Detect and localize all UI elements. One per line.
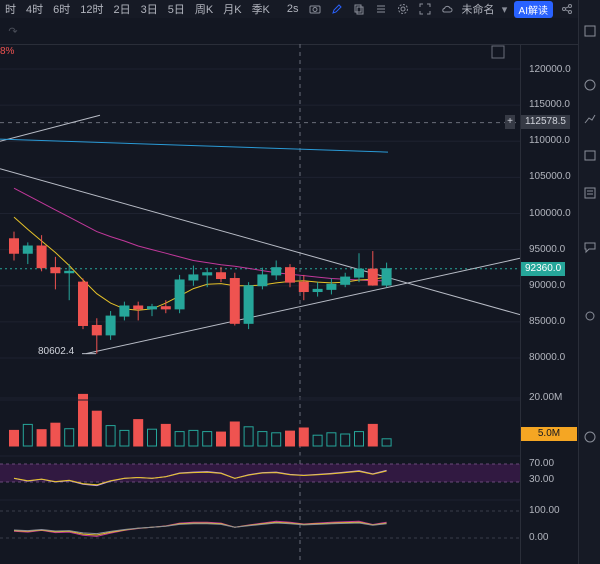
right-sidebar	[578, 0, 600, 564]
volume-bar	[134, 420, 143, 446]
candle-body	[327, 284, 336, 289]
volume-bar	[382, 439, 391, 446]
volume-bar	[148, 429, 157, 446]
price-chart[interactable]	[0, 0, 520, 564]
help-icon[interactable]	[583, 430, 597, 444]
volume-bar	[51, 423, 60, 446]
candle-body	[189, 275, 198, 280]
price-label: 95000.0	[529, 244, 565, 255]
candle-body	[203, 273, 212, 275]
candle-body	[37, 246, 46, 268]
volume-bar	[217, 432, 226, 446]
trendline	[86, 258, 520, 353]
chat-icon[interactable]	[583, 240, 597, 254]
candle-body	[23, 246, 32, 253]
candle-body	[51, 268, 60, 273]
candle-body	[382, 269, 391, 285]
volume-bar	[106, 426, 115, 446]
volume-bar	[327, 433, 336, 446]
ideas-icon[interactable]	[583, 310, 597, 324]
volume-bar	[65, 429, 74, 446]
volume-bar	[37, 430, 46, 446]
volume-bar	[203, 432, 212, 446]
crosshair-price-tag: 112578.5	[521, 115, 570, 129]
crosshair-plus-icon[interactable]: +	[505, 115, 515, 129]
volume-bar	[161, 424, 170, 446]
volume-bar	[313, 435, 322, 446]
calendar-icon[interactable]	[583, 148, 597, 162]
volume-bar	[299, 428, 308, 446]
osc-scale-label: 0.00	[529, 532, 548, 543]
candle-body	[92, 325, 101, 334]
candle-body	[120, 306, 129, 316]
candle-body	[106, 316, 115, 335]
candle-body	[313, 289, 322, 291]
volume-bar	[355, 432, 364, 446]
ma-short-line	[14, 217, 387, 310]
candle-body	[175, 280, 184, 309]
share-icon[interactable]	[556, 0, 578, 18]
volume-bar	[79, 394, 88, 446]
price-label: 85000.0	[529, 316, 565, 327]
trendline	[0, 115, 100, 141]
candle-body	[65, 271, 74, 272]
price-label: 80000.0	[529, 352, 565, 363]
volume-bar	[341, 434, 350, 446]
candle-body	[355, 269, 364, 277]
volume-bar	[175, 432, 184, 446]
volume-bar	[286, 431, 295, 446]
volume-bar	[189, 430, 198, 446]
volume-scale-label: 20.00M	[529, 392, 562, 403]
price-scale[interactable]: 120000.0 115000.0 110000.0 105000.0 1000…	[520, 44, 579, 564]
candle-body	[299, 282, 308, 291]
volume-bar	[258, 432, 267, 446]
candle-body	[258, 275, 267, 286]
chart-line-icon[interactable]	[583, 112, 597, 126]
candle-body	[217, 273, 226, 279]
price-label: 110000.0	[529, 135, 570, 146]
candle-body	[79, 282, 88, 325]
candle-body	[341, 277, 350, 284]
watchlist-icon[interactable]	[583, 24, 597, 38]
candle-body	[244, 286, 253, 324]
volume-bar	[92, 411, 101, 446]
last-price-tag: 92360.0	[521, 262, 565, 276]
rsi-scale-label: 30.00	[529, 474, 554, 485]
candle-body	[286, 268, 295, 282]
price-label: 105000.0	[529, 171, 571, 182]
change-percent: 8%	[0, 46, 14, 57]
volume-bar	[10, 430, 19, 446]
volume-tag: 5.0M	[521, 427, 577, 441]
rsi-scale-label: 70.00	[529, 458, 554, 469]
maximize-icon	[492, 46, 504, 58]
volume-bar	[230, 422, 239, 446]
candle-body	[272, 268, 281, 275]
volume-bar	[272, 433, 281, 446]
candle-body	[134, 306, 143, 309]
alert-icon[interactable]	[583, 78, 597, 92]
volume-bar	[368, 424, 377, 446]
volume-bar	[23, 424, 32, 446]
price-label: 120000.0	[529, 64, 571, 75]
low-price-label: 80602.4	[38, 346, 74, 357]
candle-body	[10, 239, 19, 253]
price-label: 115000.0	[529, 99, 570, 110]
candle-body	[148, 307, 157, 309]
candle-body	[230, 279, 239, 324]
volume-bar	[244, 427, 253, 446]
price-label: 100000.0	[529, 208, 571, 219]
candle-body	[368, 269, 377, 285]
volume-bar	[120, 430, 129, 446]
news-icon[interactable]	[583, 186, 597, 200]
candle-body	[161, 307, 170, 309]
price-label: 90000.0	[529, 280, 565, 291]
osc-scale-label: 100.00	[529, 505, 560, 516]
